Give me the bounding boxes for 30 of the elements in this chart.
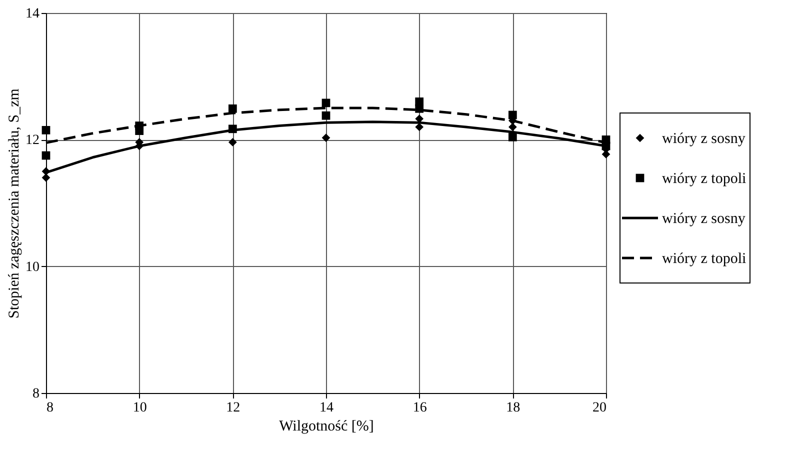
point bbox=[415, 122, 424, 132]
y-axis-title: Stopień zagęszczenia materiału, S_zm bbox=[6, 88, 22, 318]
legend-label: wióry z sosny bbox=[662, 131, 746, 147]
legend-label: wióry z topoli bbox=[662, 251, 746, 267]
y-tick-label: 8 bbox=[32, 386, 40, 402]
x-tick-label: 16 bbox=[412, 400, 427, 416]
y-tick-label: 10 bbox=[26, 260, 40, 275]
x-tick-label: 10 bbox=[132, 400, 147, 416]
x-tick-label: 14 bbox=[320, 400, 334, 416]
point bbox=[135, 126, 144, 135]
point bbox=[228, 104, 237, 113]
y-tick-label: 12 bbox=[26, 133, 40, 148]
point bbox=[42, 151, 50, 160]
x-tick-label: 18 bbox=[506, 400, 520, 416]
point bbox=[508, 122, 517, 132]
point bbox=[508, 110, 517, 120]
point bbox=[508, 132, 517, 142]
legend-label: wióry z sosny bbox=[662, 211, 746, 227]
point bbox=[415, 104, 424, 113]
x-axis-title: Wilgotność [%] bbox=[279, 418, 374, 434]
x-tick-label: 12 bbox=[226, 400, 240, 416]
point bbox=[42, 126, 50, 134]
point bbox=[322, 134, 330, 142]
legend-label: wióry z topoli bbox=[662, 171, 746, 187]
point bbox=[228, 138, 237, 146]
point bbox=[322, 98, 330, 108]
x-tick-label: 8 bbox=[46, 400, 54, 416]
y-tick-label: 14 bbox=[26, 6, 40, 22]
point bbox=[322, 111, 330, 120]
x-tick-label: 20 bbox=[592, 400, 606, 416]
